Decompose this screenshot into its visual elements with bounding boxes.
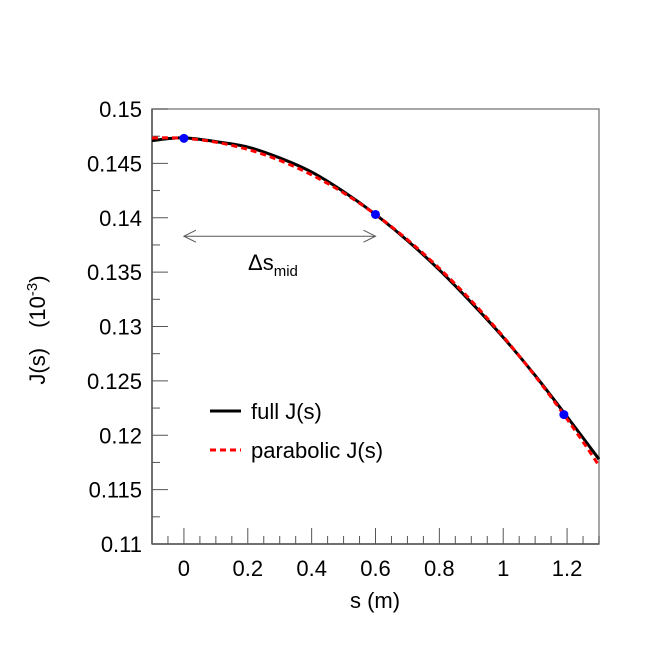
parabolic-curve: [151, 136, 601, 467]
x-tick-label: 1: [497, 556, 509, 581]
x-axis-label: s (m): [350, 588, 400, 613]
legend-label-full: full J(s): [251, 399, 322, 424]
plot-frame: [151, 108, 600, 545]
marker-point: [559, 410, 569, 420]
x-tick-labels: 0 0.2 0.4 0.6 0.8 1 1.2: [178, 556, 583, 581]
arrow-head-right: [363, 229, 377, 243]
y-tick-label: 0.145: [87, 151, 142, 176]
ticks: [151, 108, 600, 545]
x-tick-label: 0: [178, 556, 190, 581]
x-tick-label: 1.2: [552, 556, 583, 581]
y-tick-label: 0.15: [99, 97, 142, 122]
y-tick-label: 0.14: [99, 206, 142, 231]
x-tick-label: 0.4: [296, 556, 327, 581]
legend-label-parabolic: parabolic J(s): [251, 438, 383, 463]
plot-border: [151, 108, 600, 545]
y-tick-label: 0.13: [99, 315, 142, 340]
y-tick-label: 0.115: [89, 478, 142, 503]
delta-s-annotation: Δsmid: [182, 229, 377, 280]
y-tick-label: 0.11: [101, 532, 142, 557]
x-tick-label: 0.8: [424, 556, 455, 581]
arrow-head-left: [182, 229, 197, 243]
y-axis-label: J(s)(10-3): [24, 275, 50, 384]
marker-point: [371, 209, 380, 219]
curves: [151, 136, 601, 467]
markers: [179, 133, 569, 420]
y-tick-labels: 0.11 0.115 0.12 0.125 0.13 0.135 0.14 0.145 0.15: [87, 97, 142, 557]
x-tick-label: 0.6: [360, 556, 391, 581]
y-tick-label: 0.125: [87, 369, 142, 394]
y-tick-label: 0.135: [87, 260, 142, 285]
x-tick-label: 0.2: [232, 556, 263, 581]
marker-point: [179, 133, 189, 143]
annotation-label: Δsmid: [248, 250, 298, 280]
y-tick-label: 0.12: [99, 423, 142, 448]
legend: full J(s) parabolic J(s): [210, 399, 383, 463]
